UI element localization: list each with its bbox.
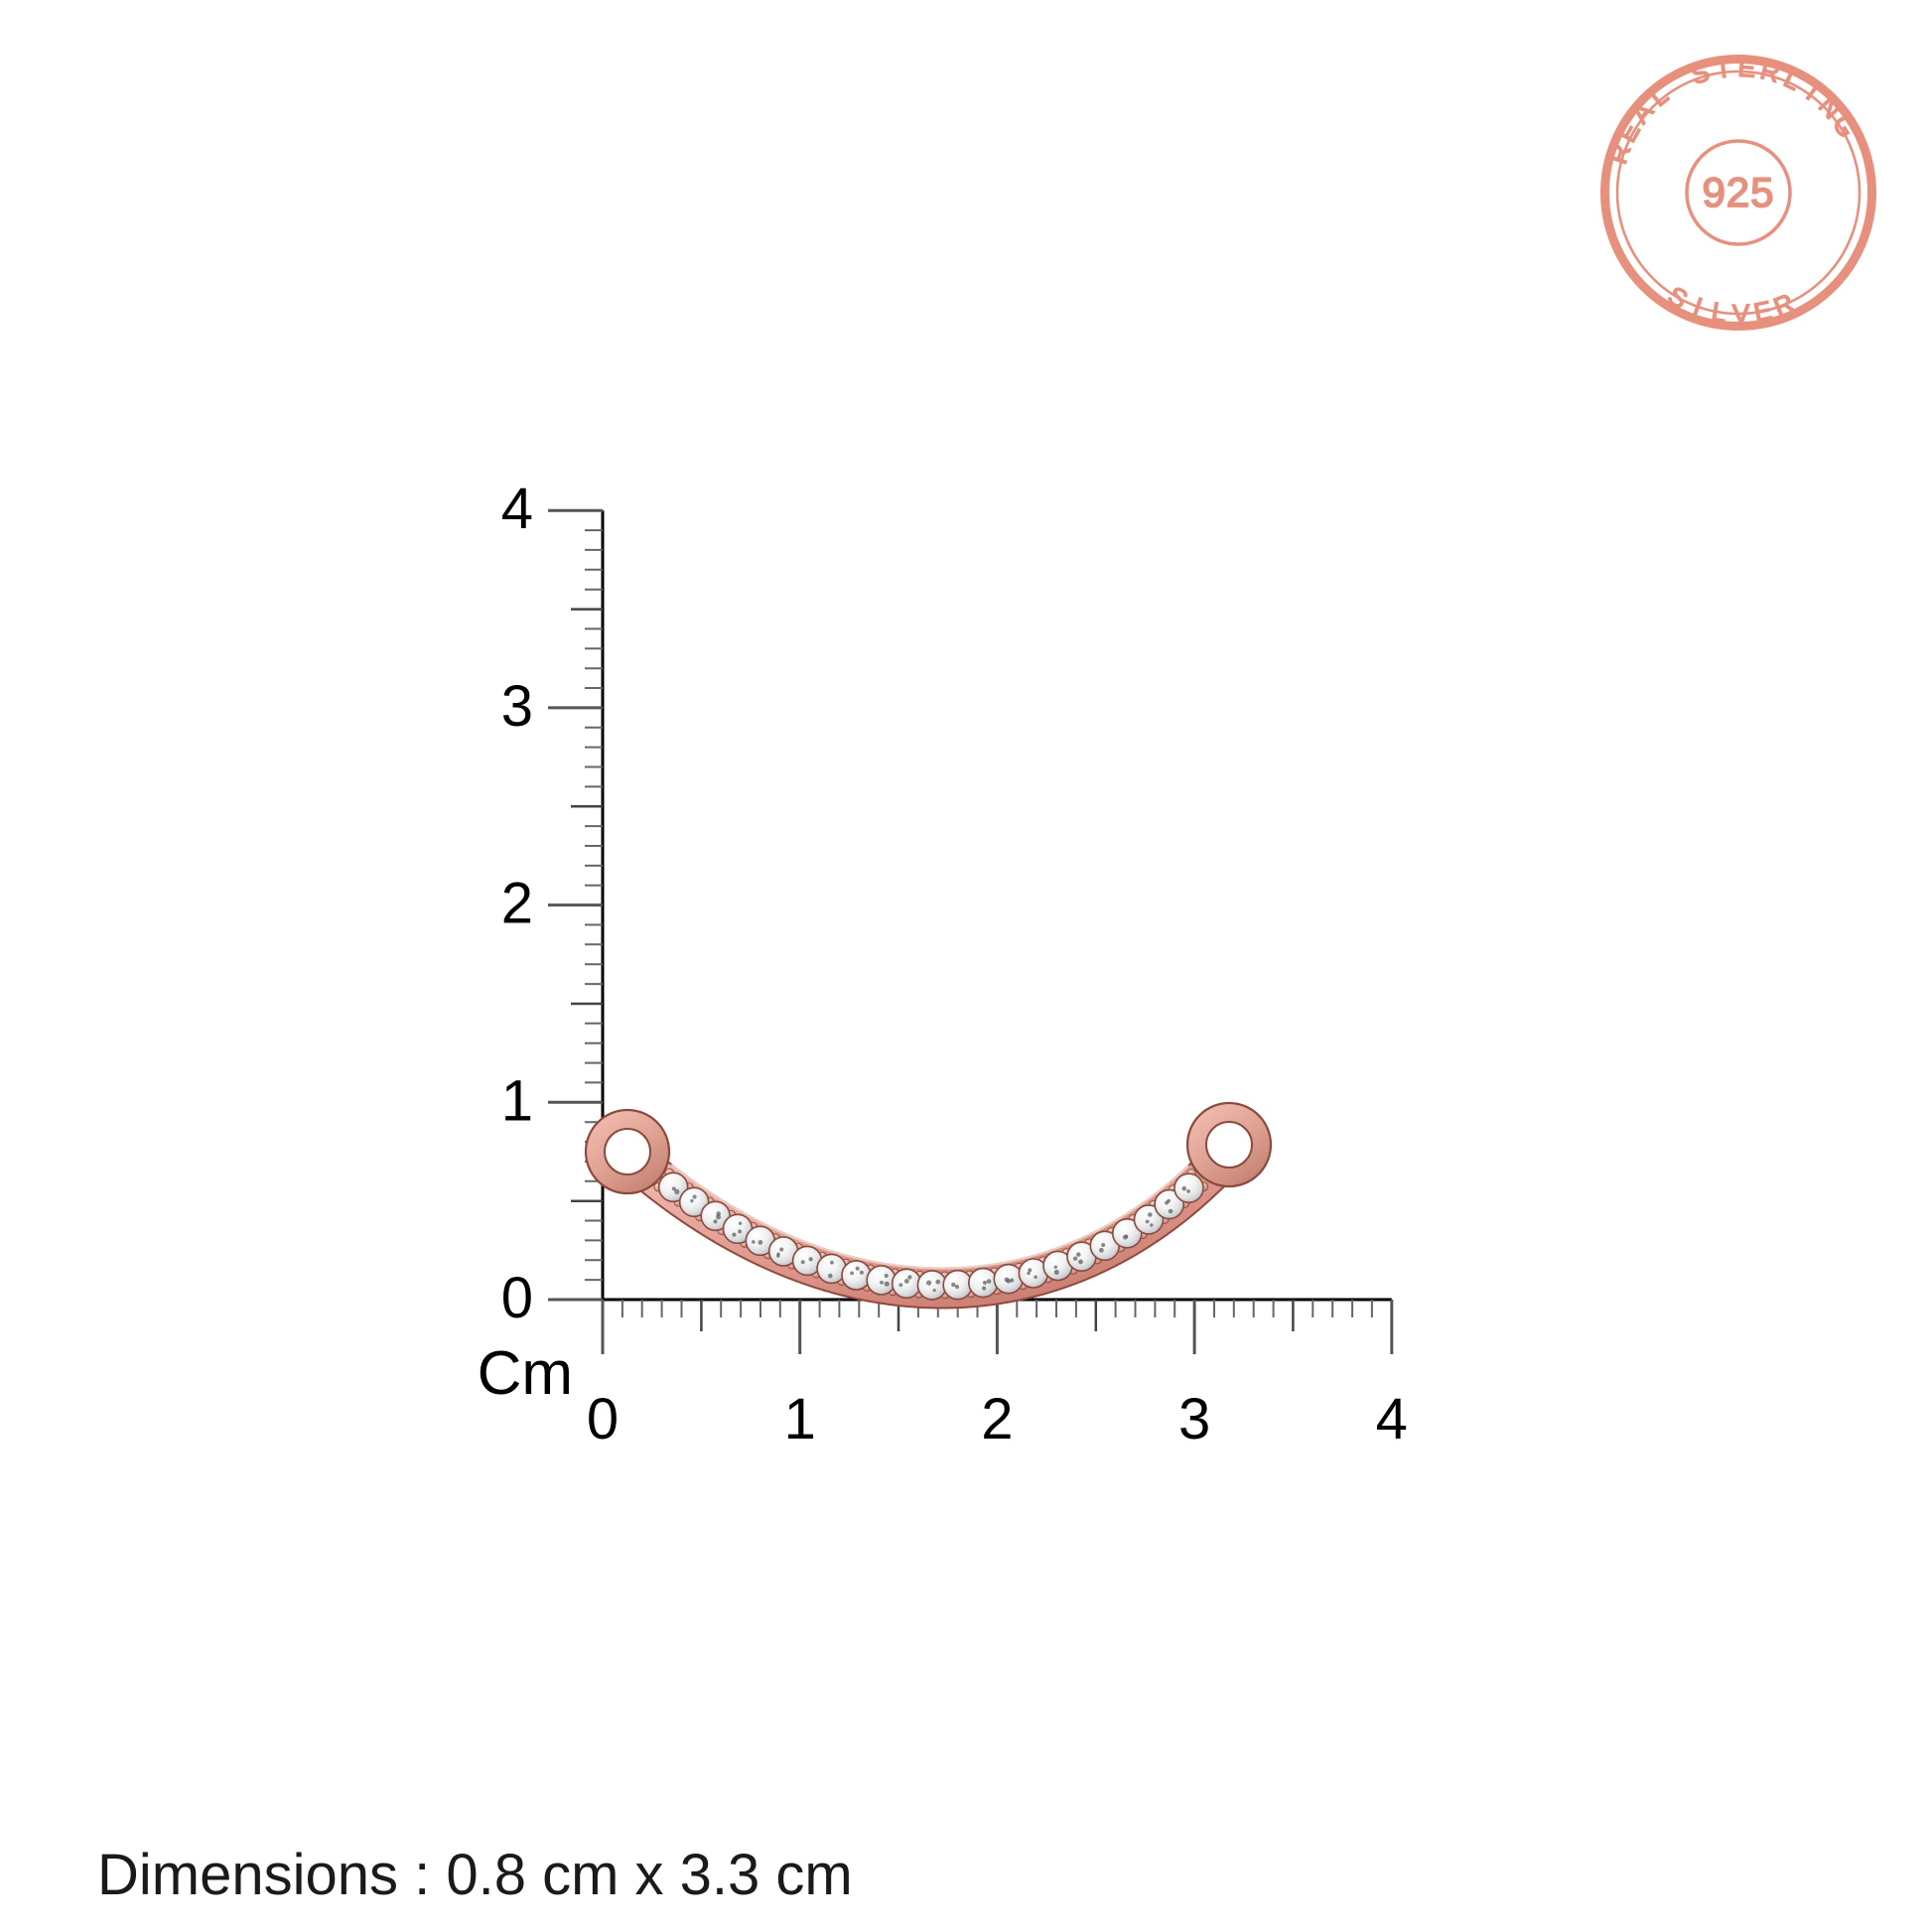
svg-text:1: 1 bbox=[784, 1387, 816, 1451]
svg-text:3: 3 bbox=[1178, 1387, 1210, 1451]
svg-text:4: 4 bbox=[501, 477, 533, 541]
svg-text:E: E bbox=[1737, 53, 1756, 83]
svg-text:0: 0 bbox=[587, 1387, 619, 1451]
svg-text:1: 1 bbox=[501, 1068, 533, 1133]
svg-text:V: V bbox=[1732, 299, 1751, 329]
svg-text:3: 3 bbox=[501, 674, 533, 739]
svg-text:Cm: Cm bbox=[478, 1339, 573, 1408]
svg-text:4: 4 bbox=[1376, 1387, 1408, 1451]
svg-text:2: 2 bbox=[501, 872, 533, 936]
svg-text:925: 925 bbox=[1702, 169, 1774, 215]
svg-text:0: 0 bbox=[501, 1266, 533, 1330]
svg-text:2: 2 bbox=[981, 1387, 1013, 1451]
